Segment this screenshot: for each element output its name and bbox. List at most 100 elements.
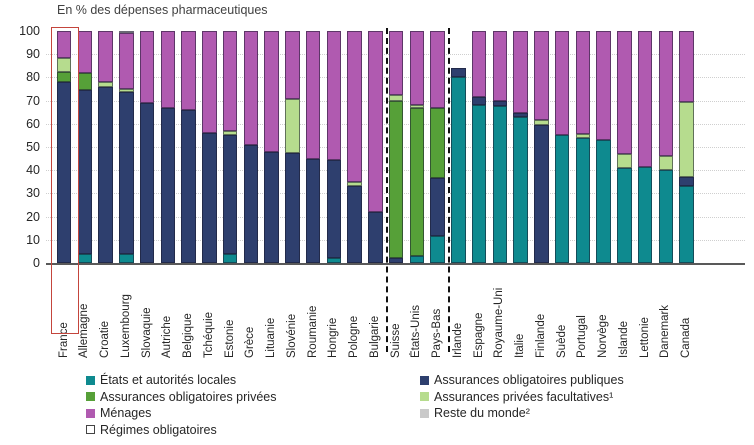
bar-segment-menages <box>160 31 175 108</box>
x-axis-category-label: Bulgarie <box>368 268 382 358</box>
legend-label: États et autorités locales <box>100 373 237 388</box>
x-axis-category-label: Portugal <box>576 268 590 358</box>
bar-segment-locales <box>492 106 507 263</box>
bar-segment-publiques <box>534 124 549 263</box>
x-axis-category-label: Grèce <box>244 268 258 358</box>
bar-segment-publiques <box>388 258 404 263</box>
bar-segment-publiques <box>492 100 507 107</box>
bar-segment-facultatives <box>98 82 113 87</box>
bar-segment-publiques <box>202 133 217 263</box>
legend-swatch-regimes_obligatoires-icon <box>86 425 95 435</box>
country-label: Irlande <box>451 322 464 358</box>
bar-segment-locales <box>596 140 611 263</box>
bar-segment-menages <box>202 31 217 134</box>
country-label: Pays-Bas <box>431 308 443 358</box>
x-axis-category-label: Espagne <box>472 268 486 358</box>
bar-segment-menages <box>492 31 507 101</box>
country-label: Finlande <box>534 313 547 358</box>
bar-segment-menages <box>77 31 92 73</box>
bar-segment-publiques <box>181 109 196 263</box>
bar-segment-menages <box>181 31 196 110</box>
bar-segment-publiques <box>513 113 528 117</box>
y-axis-tick-label: 0 <box>33 256 40 270</box>
y-axis-tick-label: 30 <box>26 186 40 201</box>
x-axis-category-label: Danemark <box>659 268 673 358</box>
legend-swatch-reste_du_monde-icon <box>420 408 429 418</box>
country-label: Slovénie <box>285 313 298 358</box>
country-label: Bulgarie <box>368 315 381 358</box>
country-label: Portugal <box>576 315 589 358</box>
x-axis-category-label: Canada <box>680 268 694 358</box>
x-axis-category-label: Italie <box>514 268 528 358</box>
y-axis-tick-label: 80 <box>26 70 40 85</box>
country-label: Pologne <box>348 315 360 358</box>
bar-segment-publiques <box>471 97 487 106</box>
bar-segment-privees_obligatoires <box>56 71 72 83</box>
bar-segment-reste_du_monde <box>119 31 134 34</box>
bar-segment-locales <box>575 137 590 263</box>
bar-segment-publiques <box>222 135 238 254</box>
bar-segment-menages <box>56 31 72 58</box>
x-axis-category-label: Suisse <box>389 268 403 358</box>
y-axis-tick-label: 100 <box>19 24 40 38</box>
x-axis-category-label: Slovénie <box>285 268 299 358</box>
bar-segment-facultatives <box>388 94 404 101</box>
x-axis-category-label: Pays-Bas <box>431 268 445 358</box>
bar-segment-publiques <box>430 178 445 237</box>
bar-segment-publiques <box>77 90 92 254</box>
bar-segment-locales <box>430 236 445 263</box>
france-highlight-box <box>51 27 79 334</box>
legend-swatch-privees_obligatoires-icon <box>86 392 95 402</box>
bar-segment-locales <box>679 186 694 263</box>
legend-swatch-facultatives-icon <box>420 392 429 402</box>
y-axis-tick-label: 70 <box>26 93 40 108</box>
bar-segment-publiques <box>243 144 258 263</box>
bar-segment-locales <box>637 166 653 263</box>
country-label: Autriche <box>161 315 174 358</box>
x-axis-category-label: Pologne <box>348 268 362 358</box>
bar-segment-menages <box>347 31 362 182</box>
bar-segment-menages <box>513 31 528 114</box>
legend-swatch-publiques-icon <box>420 375 429 385</box>
country-label: Danemark <box>659 304 672 358</box>
bar-segment-facultatives <box>222 130 238 136</box>
legend-item: Assurances obligatoires privées <box>86 389 276 406</box>
country-label: Belgique <box>182 313 194 358</box>
bar-segment-publiques <box>160 107 175 263</box>
y-axis-tick-label: 10 <box>26 232 40 247</box>
country-label: Italie <box>514 333 526 358</box>
bar-segment-menages <box>617 31 632 154</box>
bar-segment-locales <box>617 167 632 263</box>
group-separator-dashed-line <box>385 28 388 352</box>
country-label: Canada <box>680 317 692 358</box>
x-axis-category-label: Islande <box>617 268 631 358</box>
bar-segment-menages <box>264 31 279 152</box>
legend-item: États et autorités locales <box>86 372 276 389</box>
legend-item: Régimes obligatoires <box>86 422 276 439</box>
bar-segment-locales <box>119 253 134 263</box>
bar-segment-menages <box>596 31 611 141</box>
legend-label: Ménages <box>100 406 152 421</box>
bar-segment-publiques <box>56 82 72 263</box>
bar-segment-facultatives <box>617 153 632 168</box>
bar-segment-publiques <box>119 92 134 254</box>
bar-segment-menages <box>471 31 487 98</box>
x-axis-category-label: Tchéquie <box>202 268 216 358</box>
country-label: Norvège <box>597 314 609 358</box>
bar-segment-facultatives <box>409 105 424 108</box>
country-label: Allemagne <box>78 303 91 358</box>
legend-label: Assurances privées facultatives¹ <box>434 389 614 404</box>
legend-item: Assurances privées facultatives¹ <box>420 389 624 406</box>
bar-segment-privees_obligatoires <box>430 107 445 179</box>
country-label: Lituanie <box>265 317 277 358</box>
x-axis-category-label: Hongrie <box>327 268 341 358</box>
bar-segment-locales <box>77 253 92 263</box>
bar-segment-publiques <box>305 158 321 263</box>
bar-segment-menages <box>285 31 300 100</box>
bar-segment-menages <box>637 31 653 167</box>
y-axis-tick-label: 20 <box>26 209 40 224</box>
bar-segment-locales <box>471 105 487 263</box>
bar-segment-publiques <box>679 177 694 187</box>
bar-segment-menages <box>98 31 113 83</box>
